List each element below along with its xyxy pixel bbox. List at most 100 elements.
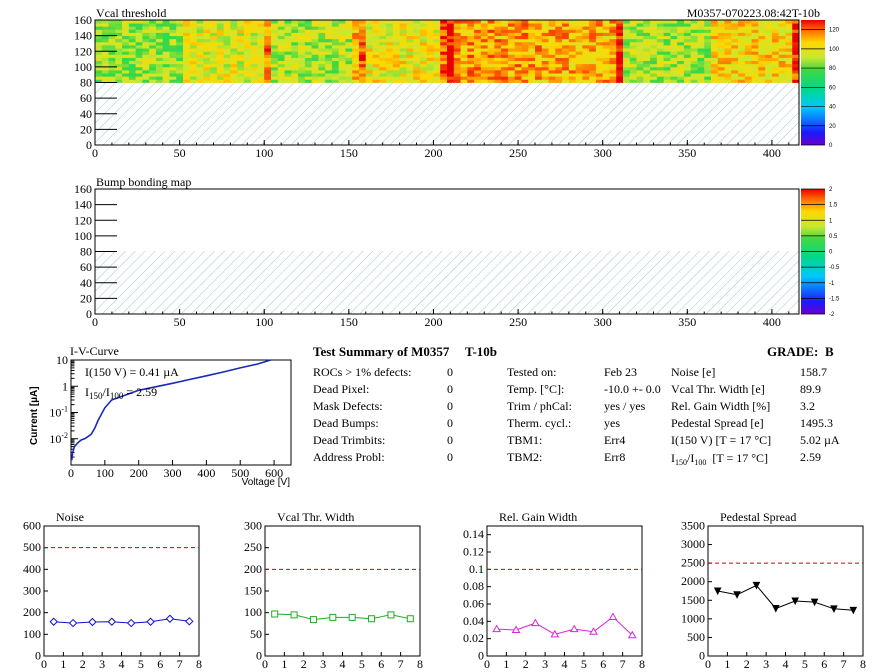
heatmap-cell	[406, 60, 414, 65]
heatmap-cell	[528, 66, 536, 71]
iv-y-tick-exp: -1	[61, 405, 68, 414]
heatmap-cell	[413, 35, 421, 40]
heatmap-cell	[440, 70, 448, 74]
heatmap-cell	[243, 70, 252, 74]
heatmap-cell	[548, 70, 556, 74]
heatmap-cell	[447, 23, 455, 27]
heatmap-cell	[711, 38, 719, 43]
heatmap-cell	[602, 76, 610, 80]
heatmap-cell	[338, 38, 346, 43]
heatmap-cell	[771, 48, 780, 52]
heatmap-cell	[690, 45, 698, 49]
heatmap-cell	[582, 60, 590, 65]
heatmap-cell	[331, 51, 340, 55]
heatmap-cell	[183, 79, 191, 83]
iv-ratio-sub2: 100	[110, 391, 124, 401]
heatmap-cell	[792, 73, 800, 77]
heatmap-cell	[494, 70, 502, 74]
heatmap-cell	[169, 45, 177, 49]
color-tick-label: 120	[829, 28, 840, 34]
x-tick-label: 0	[92, 315, 98, 329]
heatmap-cell	[304, 63, 313, 68]
heatmap-cell	[386, 60, 394, 65]
heatmap-cell	[704, 29, 712, 33]
heatmap-cell	[636, 63, 644, 68]
heatmap-cell	[291, 48, 299, 52]
heatmap-cell	[514, 29, 522, 33]
heatmap-cell	[487, 35, 495, 40]
heatmap-cell	[717, 38, 725, 43]
heatmap-cell	[311, 54, 319, 58]
data-point	[329, 613, 337, 621]
heatmap-cell	[690, 38, 698, 43]
heatmap-cell	[169, 23, 177, 27]
heatmap-cell	[738, 26, 746, 30]
heatmap-cell	[690, 51, 698, 55]
heatmap-cell	[697, 38, 705, 43]
heatmap-cell	[345, 54, 353, 58]
heatmap-cell	[467, 70, 475, 74]
heatmap-cell	[223, 51, 231, 55]
heatmap-cell	[582, 32, 590, 37]
heatmap-cell	[650, 45, 658, 49]
heatmap-cell	[108, 35, 116, 40]
heatmap-cell	[690, 23, 698, 27]
heatmap-cell	[785, 26, 793, 30]
iv-annotation-ratio: I150/I100 = 2.59	[85, 385, 157, 401]
heatmap-cell	[149, 48, 157, 52]
heatmap-cell	[108, 76, 116, 80]
heatmap-cell	[717, 76, 725, 80]
color-tick-label: 1.5	[829, 203, 838, 209]
heatmap-cell	[792, 76, 800, 80]
heatmap-cell	[501, 57, 509, 62]
heatmap-cell	[169, 35, 177, 40]
heatmap-cell	[771, 29, 780, 33]
heatmap-cell	[128, 45, 137, 49]
heatmap-cell	[101, 45, 109, 49]
heatmap-cell	[548, 54, 556, 58]
small-y-tick-label: 250	[244, 540, 262, 554]
heatmap-cell	[399, 57, 407, 62]
heatmap-cell	[467, 63, 475, 68]
heatmap-cell	[629, 54, 637, 58]
heatmap-cell	[115, 41, 123, 46]
heatmap-cell	[257, 73, 265, 77]
heatmap-cell	[149, 38, 157, 43]
heatmap-cell	[264, 51, 272, 55]
color-tick-label: 80	[829, 66, 836, 72]
heatmap-cell	[149, 26, 157, 30]
heatmap-cell	[250, 45, 258, 49]
heatmap-cell	[494, 35, 502, 40]
heatmap-cell	[108, 73, 116, 77]
heatmap-cell	[250, 51, 258, 55]
heatmap-cell	[595, 73, 604, 77]
heatmap-cell	[365, 73, 373, 77]
heatmap-cell	[541, 20, 549, 24]
iv-x-tick-label: 200	[130, 466, 148, 480]
heatmap-cell	[155, 51, 164, 55]
heatmap-cell	[122, 32, 130, 37]
heatmap-cell	[277, 23, 285, 27]
iv-ratio-i: I	[85, 385, 89, 399]
heatmap-cell	[128, 66, 137, 71]
heatmap-cell	[535, 60, 543, 65]
heatmap-cell	[778, 66, 786, 71]
heatmap-cell	[169, 32, 177, 37]
heatmap-cell	[419, 54, 428, 58]
heatmap-cell	[724, 60, 732, 65]
heatmap-cell	[717, 35, 725, 40]
heatmap-cell	[792, 38, 800, 43]
heatmap-cell	[751, 57, 759, 62]
heatmap-cell	[413, 70, 421, 74]
heatmap-cell	[359, 63, 367, 68]
heatmap-cell	[535, 73, 543, 77]
heatmap-cell	[609, 79, 617, 83]
heatmap-cell	[460, 41, 468, 46]
heatmap-cell	[507, 41, 516, 46]
heatmap-cell	[453, 38, 461, 43]
heatmap-cell	[677, 73, 685, 77]
heatmap-cell	[203, 73, 211, 77]
heatmap-cell	[494, 76, 502, 80]
heatmap-cell	[426, 32, 434, 37]
heatmap-cell	[399, 26, 407, 30]
